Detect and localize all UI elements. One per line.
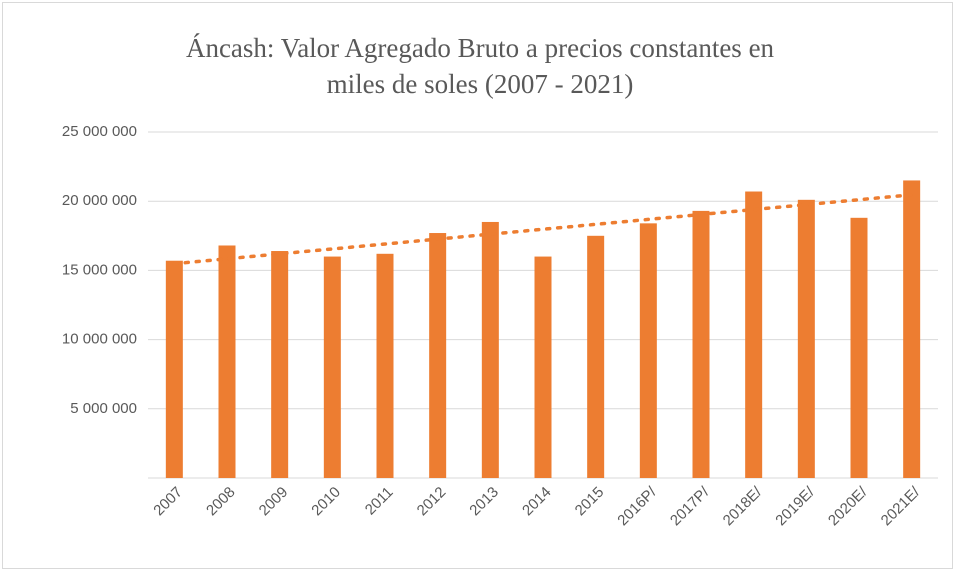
bar bbox=[323, 256, 341, 478]
bar bbox=[639, 223, 657, 478]
y-tick-label: 10 000 000 bbox=[62, 331, 137, 348]
bar bbox=[903, 180, 921, 478]
bar bbox=[745, 191, 763, 478]
bar bbox=[587, 235, 605, 478]
x-tick-label: 2013 bbox=[466, 484, 502, 520]
x-tick-label: 2015 bbox=[572, 484, 608, 520]
x-tick-label: 2018E/ bbox=[720, 483, 766, 529]
bar bbox=[692, 210, 710, 478]
x-tick-label: 2019E/ bbox=[772, 483, 818, 529]
x-tick-label: 2011 bbox=[362, 484, 397, 519]
bar bbox=[429, 233, 447, 478]
trendline bbox=[172, 193, 914, 266]
y-tick-label: 25 000 000 bbox=[62, 123, 137, 140]
x-tick-label: 2014 bbox=[519, 484, 555, 520]
bar bbox=[165, 260, 183, 478]
x-tick-label: 2009 bbox=[256, 484, 292, 520]
bar bbox=[271, 251, 289, 478]
bar bbox=[376, 253, 394, 478]
x-tick-label: 2016P/ bbox=[614, 483, 660, 529]
bar bbox=[481, 221, 499, 478]
x-tick-label: 2007 bbox=[150, 484, 186, 520]
bar bbox=[797, 199, 815, 479]
x-tick-label: 2012 bbox=[414, 484, 450, 520]
y-tick-label: 20 000 000 bbox=[62, 192, 137, 209]
y-tick-label: 15 000 000 bbox=[62, 261, 137, 278]
bar bbox=[534, 256, 552, 478]
bar bbox=[218, 245, 236, 478]
x-tick-label: 2021E/ bbox=[878, 483, 924, 529]
y-tick-label: 5 000 000 bbox=[70, 400, 137, 417]
x-tick-label: 2010 bbox=[308, 484, 344, 520]
bar bbox=[850, 217, 868, 479]
x-tick-label: 2020E/ bbox=[825, 483, 871, 529]
chart-title: Áncash: Valor Agregado Bruto a precios c… bbox=[185, 33, 775, 99]
x-tick-label: 2008 bbox=[203, 484, 239, 520]
x-tick-label: 2017P/ bbox=[667, 483, 713, 529]
